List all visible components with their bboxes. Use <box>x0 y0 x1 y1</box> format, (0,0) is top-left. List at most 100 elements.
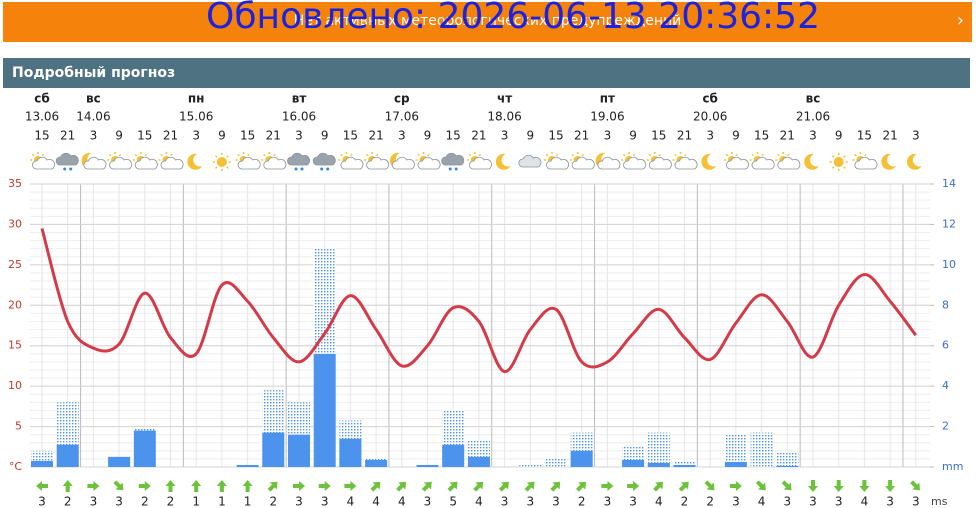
wind-arrow <box>601 481 614 491</box>
weather-icon <box>81 152 107 170</box>
precip-bar <box>467 456 490 467</box>
wind-arrow <box>524 481 535 492</box>
weather-icon <box>749 152 775 170</box>
wind-arrow <box>447 481 458 492</box>
cloud <box>854 156 878 170</box>
weather-icon <box>338 152 364 170</box>
y-tick-label: 15 <box>8 339 22 352</box>
wind-speed: 4 <box>655 495 663 508</box>
wind-speed: 2 <box>706 495 714 508</box>
wind-speed: 1 <box>244 495 252 508</box>
precip-bar <box>288 434 310 467</box>
ray <box>545 153 549 157</box>
weather-icon <box>881 153 897 170</box>
warning-banner[interactable]: Нет активных метеорологических предупреж… <box>3 0 972 42</box>
hour-label: 21 <box>163 129 178 143</box>
ray <box>427 153 430 157</box>
weather-icon <box>466 152 492 170</box>
y2-tick-label: 2 <box>942 420 949 433</box>
wind-speed: 3 <box>604 495 612 508</box>
moon <box>187 153 203 170</box>
wind-speed: 2 <box>167 495 175 508</box>
wind-speed: 3 <box>115 495 123 508</box>
cloud <box>160 156 184 170</box>
wind-speed: 3 <box>629 495 637 508</box>
ray <box>751 153 754 157</box>
weather-icon <box>107 152 133 170</box>
weather-icon <box>621 152 647 170</box>
wind-arrow <box>550 481 561 492</box>
drop <box>69 167 73 171</box>
cloud <box>571 156 595 170</box>
wind-speed: 4 <box>861 495 869 508</box>
date: 15.06 <box>179 110 213 124</box>
ray <box>365 153 369 157</box>
wind-arrow <box>473 481 484 492</box>
wind-speed: 3 <box>809 495 817 508</box>
cloud <box>751 156 775 170</box>
wind-arrow <box>344 481 357 491</box>
ray <box>854 153 857 157</box>
weather-icon <box>415 152 441 170</box>
weather-icon <box>158 152 184 170</box>
ray <box>118 153 122 157</box>
drop <box>300 167 304 171</box>
wind-arrow <box>421 481 432 492</box>
wind-arrow <box>678 481 689 492</box>
weather-icon <box>30 152 56 170</box>
weather-icon <box>132 152 158 170</box>
wind-speed: 3 <box>912 495 920 508</box>
precip-bar <box>365 459 388 467</box>
ray <box>108 153 112 157</box>
hour-label: 21 <box>368 129 383 143</box>
wind-arrow <box>653 481 664 492</box>
precip-max-bar <box>647 432 670 467</box>
cloud <box>55 152 79 166</box>
wind-speed: 3 <box>38 495 46 508</box>
wind-arrow <box>627 481 640 491</box>
date: 14.06 <box>76 110 110 124</box>
weather-icon <box>287 152 311 171</box>
date: 13.06 <box>25 110 59 124</box>
weather-icon <box>261 152 287 170</box>
wind-arrow <box>36 481 48 491</box>
ray <box>684 153 687 157</box>
weather-icon <box>235 152 261 170</box>
precip-max-bar <box>750 432 773 467</box>
y2-tick-label: 10 <box>942 258 956 271</box>
weather-icon <box>906 153 922 170</box>
wind-speed: 3 <box>295 495 303 508</box>
cloud <box>469 156 492 170</box>
hour-label: 21 <box>882 129 897 143</box>
hour-label: 3 <box>604 129 612 143</box>
date: 17.06 <box>385 110 419 124</box>
cloud <box>391 156 415 170</box>
wind-speed: 3 <box>526 495 534 508</box>
hour-label: 9 <box>526 129 534 143</box>
cloud <box>83 156 107 170</box>
precip-max-bar <box>545 458 567 467</box>
ray <box>226 166 229 169</box>
ray <box>144 153 147 157</box>
wind-arrow <box>729 481 742 491</box>
y-tick-label: 25 <box>8 258 22 271</box>
weather-icon <box>701 153 717 170</box>
wind-speed: 3 <box>835 495 843 508</box>
ray <box>787 153 790 157</box>
hour-label: 21 <box>60 129 75 143</box>
precip-max-bar <box>776 452 799 467</box>
weekday: вс <box>806 92 821 106</box>
cloud <box>441 152 465 166</box>
hour-label: 9 <box>321 129 329 143</box>
y2-tick-label: 12 <box>942 217 956 230</box>
y-tick-label: 30 <box>8 217 22 230</box>
ray <box>571 153 574 157</box>
cloud <box>546 156 570 170</box>
drop <box>63 167 67 171</box>
hour-label: 3 <box>706 129 714 143</box>
wind-arrow <box>138 481 151 491</box>
ray <box>160 153 163 157</box>
hour-label: 3 <box>192 129 200 143</box>
wind-arrow <box>370 481 381 492</box>
